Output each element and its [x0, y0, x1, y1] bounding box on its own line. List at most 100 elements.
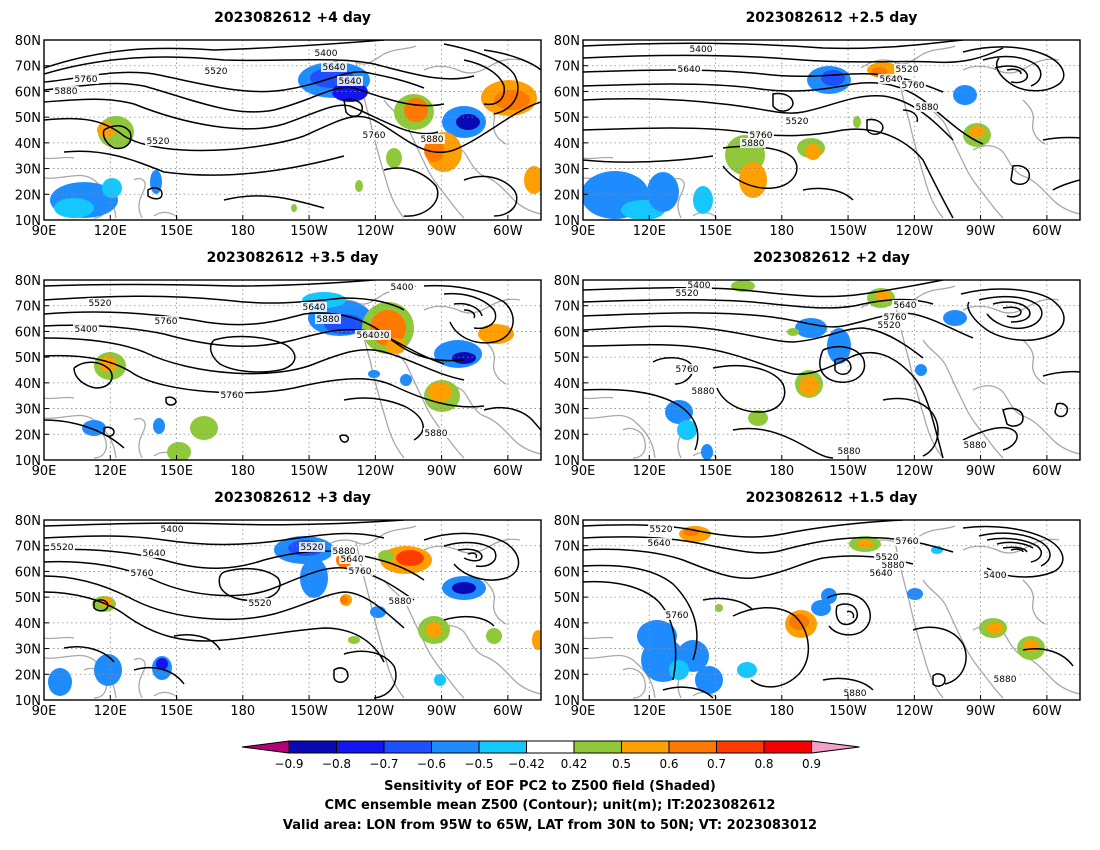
contour-label-bg	[748, 130, 774, 140]
coastline	[423, 298, 521, 314]
z500-contour	[834, 357, 852, 375]
contour-label-bg	[53, 86, 79, 96]
contour-label: 5520	[249, 599, 272, 609]
colorbar-low-arrow	[241, 740, 290, 754]
sensitivity-shading	[340, 596, 348, 604]
lat-tick-label: 20N	[554, 188, 580, 203]
sensitivity-shading	[821, 588, 837, 604]
z500-contour	[343, 397, 424, 441]
lat-tick-label: 60N	[554, 565, 580, 580]
contour-label: 5760	[750, 131, 773, 141]
z500-contour	[583, 40, 964, 50]
lon-tick-label: 60W	[493, 704, 523, 719]
z500-contour	[423, 284, 514, 344]
lon-tick-label: 180	[230, 704, 255, 719]
sensitivity-shading	[701, 444, 713, 460]
map-frame	[582, 39, 1081, 221]
z500-contour	[44, 280, 375, 287]
lat-tick-label: 10N	[15, 454, 41, 469]
contour-label: 5640	[880, 75, 903, 85]
contour-label: 5520	[676, 289, 699, 299]
z500-contour	[443, 541, 497, 568]
contour-label: 5400	[688, 281, 711, 291]
coastline	[583, 396, 614, 400]
coastline	[622, 667, 647, 699]
z500-contour	[44, 71, 425, 93]
z500-contour	[147, 187, 163, 200]
colorbar-tick-label: −0.6	[417, 757, 446, 771]
colorbar-tick-label: −0.8	[322, 757, 351, 771]
colorbar-tick-label: 0.6	[659, 757, 678, 771]
contour-label-bg	[73, 324, 99, 334]
contour-label: 5760	[884, 313, 907, 323]
caption-line-2: CMC ensemble mean Z500 (Contour); unit(m…	[325, 798, 776, 813]
contour-label-bg	[674, 288, 700, 298]
z500-contour	[583, 388, 699, 451]
lat-tick-label: 80N	[554, 34, 580, 49]
sensitivity-shading	[54, 198, 94, 218]
sensitivity-shading	[669, 660, 689, 680]
z500-contour	[882, 397, 939, 457]
z500-contour	[772, 92, 794, 112]
lat-tick-label: 60N	[554, 325, 580, 340]
contour-label-bg	[337, 76, 363, 86]
z500-contour	[443, 43, 519, 115]
contour-label: 5520	[205, 67, 228, 77]
sensitivity-shading	[190, 416, 218, 440]
lat-tick-label: 20N	[15, 668, 41, 683]
contour-label-bg	[159, 524, 185, 534]
contour-label-bg	[301, 302, 327, 312]
coastline	[894, 61, 944, 219]
z500-contour	[44, 337, 465, 381]
z500-contour	[343, 98, 363, 117]
colorbar-tick-label: 0.5	[612, 757, 631, 771]
lat-tick-label: 30N	[15, 403, 41, 418]
z500-contour	[702, 597, 754, 611]
z500-contour	[44, 56, 475, 80]
contour-label-bg	[331, 546, 357, 556]
lat-tick-label: 60N	[15, 325, 41, 340]
z500-contour	[443, 292, 497, 330]
colorbar-tick-label: −0.5	[464, 757, 493, 771]
z500-contour	[986, 537, 1042, 563]
coastline	[483, 579, 507, 625]
lon-tick-label: 120E	[94, 464, 127, 479]
lon-tick-label: 90E	[32, 224, 57, 239]
colorbar-segment	[573, 740, 622, 754]
panel-title: 2023082612 +3 day	[214, 490, 371, 506]
lat-tick-label: 80N	[15, 274, 41, 289]
sensitivity-shading	[915, 364, 927, 376]
z500-contour	[44, 591, 385, 663]
colorbar-tick-label: −0.9	[274, 757, 303, 771]
sensitivity-shading	[805, 144, 821, 160]
z500-contour	[846, 610, 855, 619]
coastline	[1022, 99, 1046, 145]
sensitivity-shading	[452, 352, 476, 364]
sensitivity-shading	[677, 420, 697, 440]
sensitivity-shading	[48, 668, 72, 696]
lat-tick-label: 10N	[15, 694, 41, 709]
z500-contour	[483, 49, 541, 71]
sensitivity-shading	[748, 410, 768, 426]
lat-tick-label: 70N	[554, 300, 580, 315]
z500-contour	[333, 667, 349, 683]
lat-tick-label: 30N	[554, 403, 580, 418]
panel-title: 2023082612 +2.5 day	[746, 10, 918, 26]
contour-label: 5400	[690, 45, 713, 55]
contour-label: 5520	[650, 525, 673, 535]
z500-contour	[962, 46, 1065, 92]
contour-label: 5400	[315, 49, 338, 59]
contour-label-bg	[688, 44, 714, 54]
colorbar-segment	[383, 740, 432, 754]
z500-contour	[1006, 68, 1022, 75]
contour-label: 5400	[161, 525, 184, 535]
contour-label-bg	[141, 548, 167, 558]
lat-tick-label: 20N	[15, 188, 41, 203]
contour-label: 5760	[349, 567, 372, 577]
z500-contour	[44, 575, 405, 629]
panel-title: 2023082612 +3.5 day	[207, 250, 379, 266]
contour-label-bg	[145, 136, 171, 146]
